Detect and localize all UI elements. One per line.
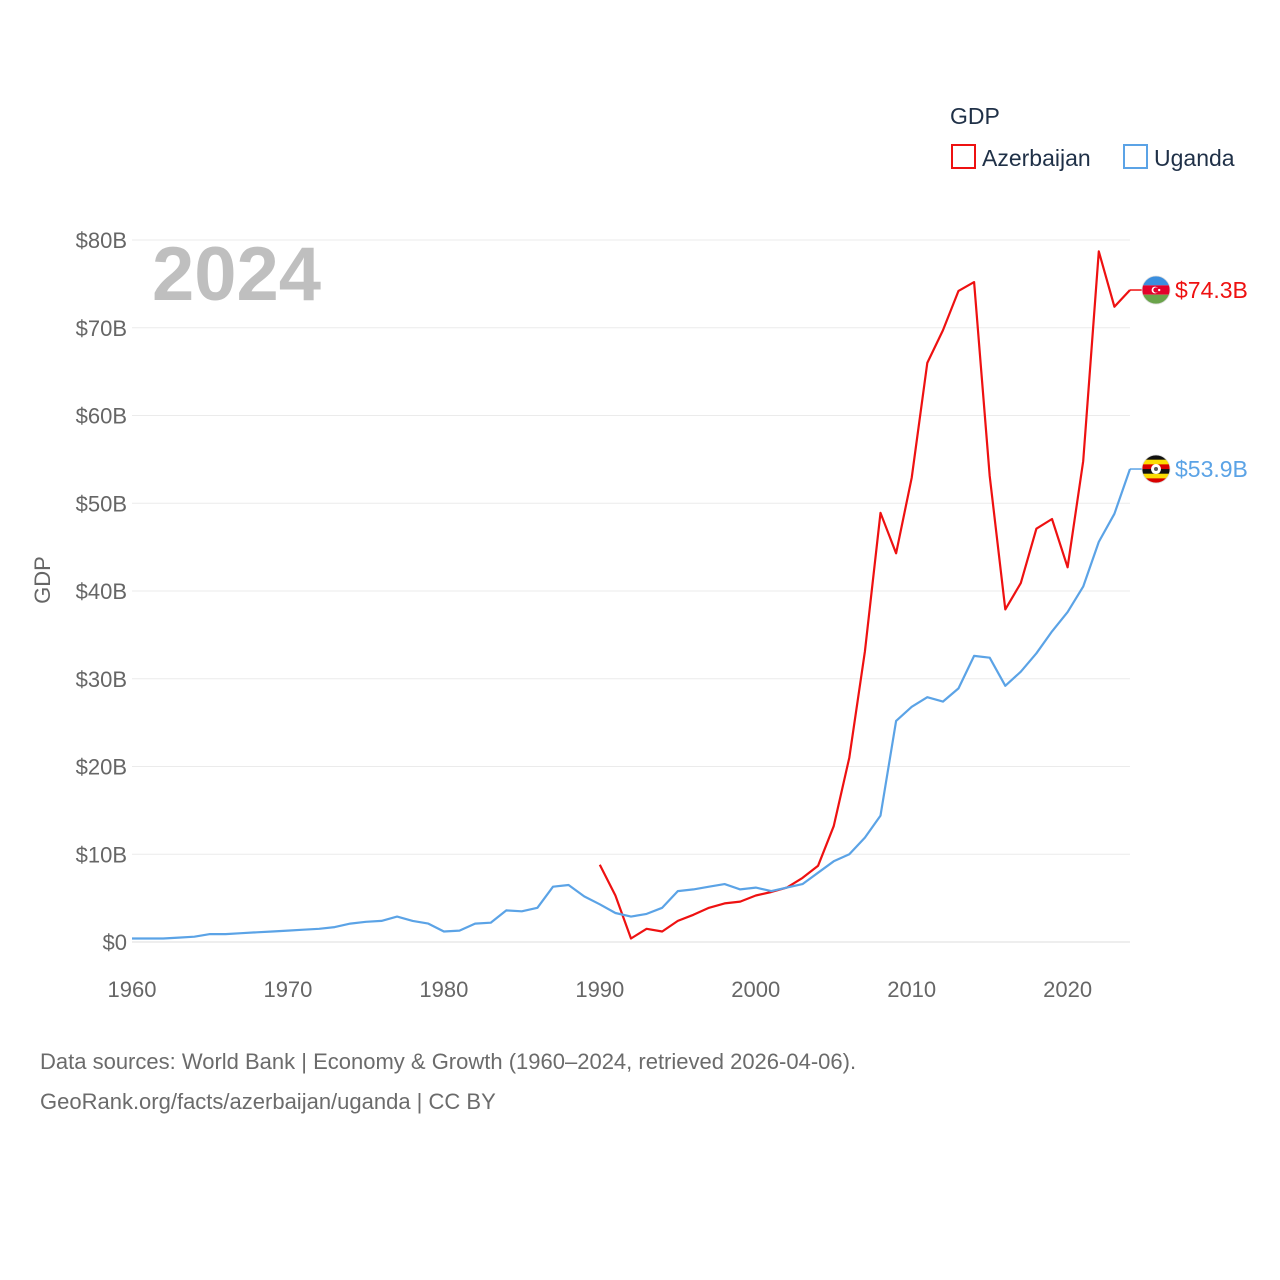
y-tick-label: $60B — [76, 404, 127, 429]
series-end-markers: $74.3B $53.9B — [1130, 275, 1248, 484]
y-tick-label: $50B — [76, 491, 127, 516]
end-value-label-uganda: $53.9B — [1175, 456, 1248, 482]
x-tick-label: 1960 — [108, 977, 157, 1002]
legend-title: GDP — [950, 103, 1000, 129]
y-tick-label: $80B — [76, 228, 127, 253]
series-lines — [132, 250, 1132, 940]
year-label: 2024 — [152, 232, 321, 317]
data-source-note: Data sources: World Bank | Economy & Gro… — [40, 1042, 856, 1122]
series-line-azerbaijan[interactable] — [598, 250, 1131, 940]
y-tick-label: $30B — [76, 667, 127, 692]
x-tick-label: 2000 — [731, 977, 780, 1002]
legend[interactable]: GDP Azerbaijan Uganda — [950, 103, 1235, 171]
series-line-uganda[interactable] — [132, 468, 1132, 940]
x-tick-label: 1990 — [575, 977, 624, 1002]
legend-swatch-uganda[interactable] — [1123, 144, 1148, 169]
x-tick-label: 1970 — [263, 977, 312, 1002]
y-axis-title: GDP — [30, 556, 55, 604]
y-tick-label: $0 — [103, 930, 127, 955]
source-line-1: Data sources: World Bank | Economy & Gro… — [40, 1049, 857, 1074]
azerbaijan-flag-icon — [1141, 275, 1171, 305]
source-line-2: GeoRank.org/facts/azerbaijan/uganda | CC… — [40, 1089, 496, 1114]
x-tick-label: 1980 — [419, 977, 468, 1002]
uganda-flag-icon — [1141, 454, 1171, 484]
y-tick-label: $70B — [76, 316, 127, 341]
legend-label-azerbaijan[interactable]: Azerbaijan — [982, 145, 1091, 171]
grid-lines — [132, 239, 1130, 943]
legend-label-uganda[interactable]: Uganda — [1154, 145, 1235, 171]
y-tick-label: $10B — [76, 842, 127, 867]
y-axis-ticks: $0 $10B $20B $30B $40B $50B $60B $70B $80B — [76, 228, 127, 955]
y-tick-label: $40B — [76, 579, 127, 604]
x-tick-label: 2020 — [1043, 977, 1092, 1002]
x-tick-label: 2010 — [887, 977, 936, 1002]
x-axis-ticks: 1960 1970 1980 1990 2000 2010 2020 — [108, 977, 1093, 1002]
legend-swatch-azerbaijan[interactable] — [951, 144, 976, 169]
y-tick-label: $20B — [76, 755, 127, 780]
end-value-label-azerbaijan: $74.3B — [1175, 277, 1248, 303]
